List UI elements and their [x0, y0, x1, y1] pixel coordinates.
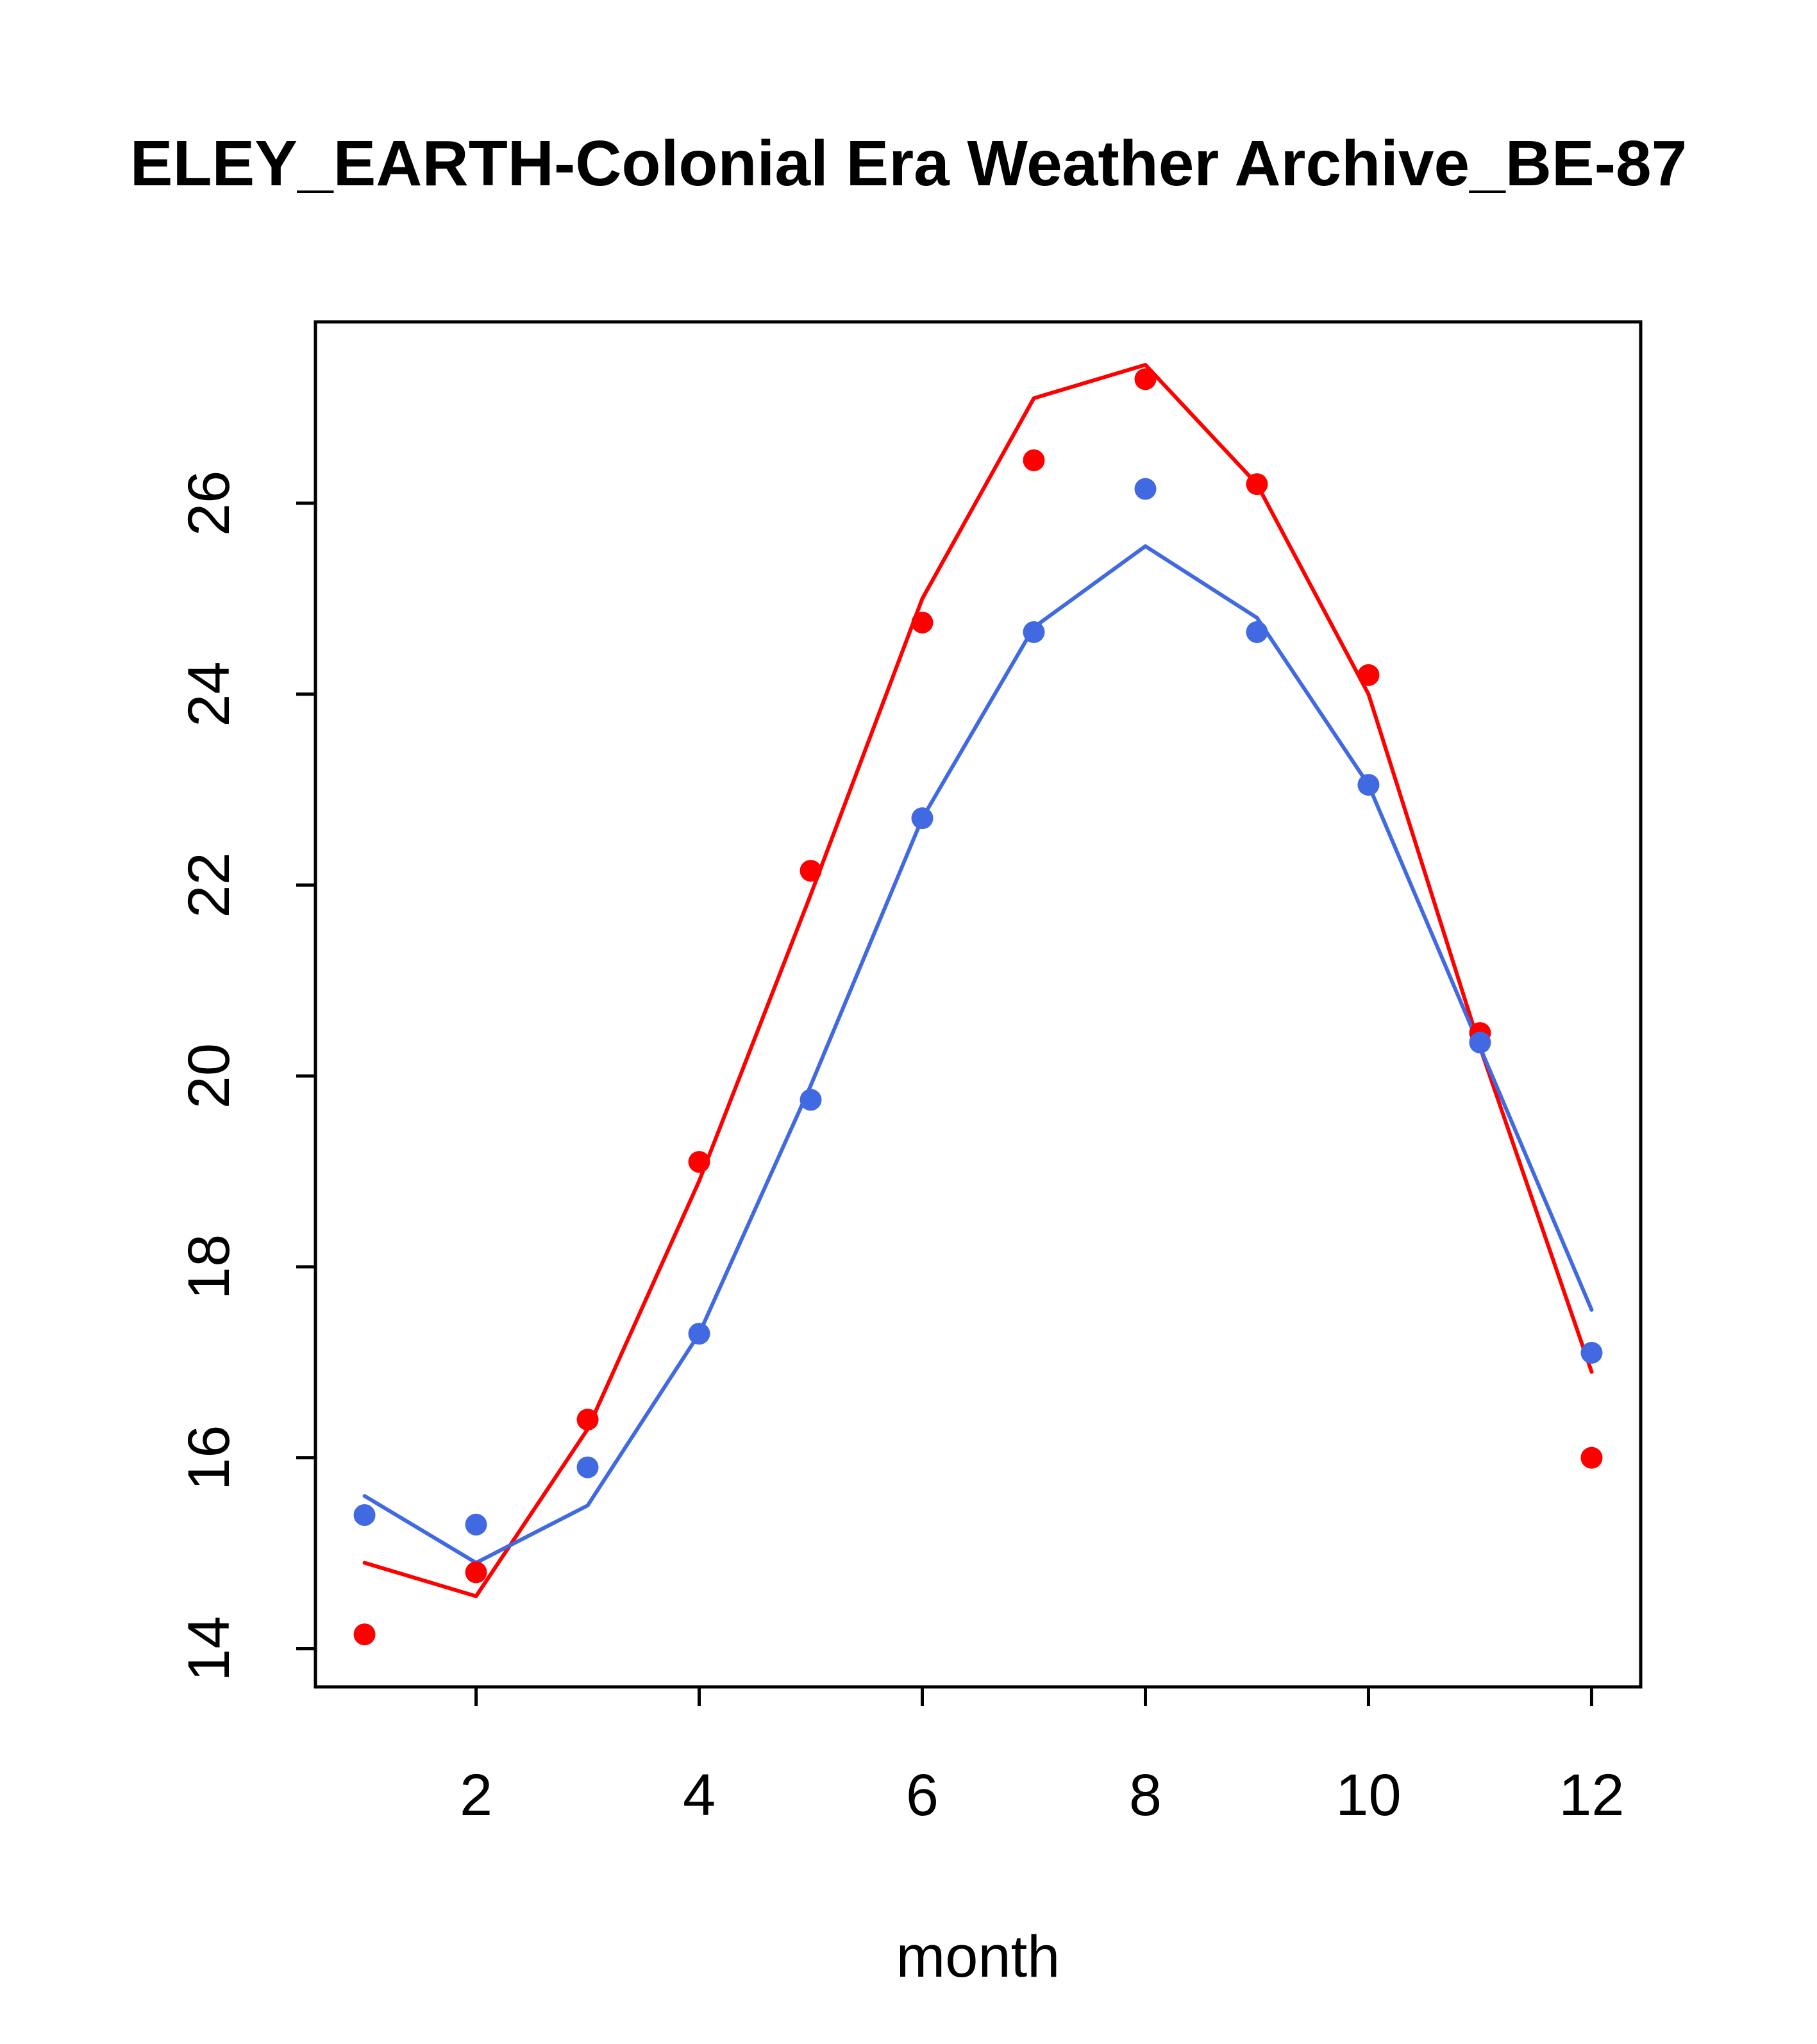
blue-points-marker — [576, 1456, 599, 1479]
x-tick-label: 2 — [460, 1763, 492, 1828]
red-points-marker — [465, 1561, 487, 1584]
x-tick-label: 4 — [683, 1763, 716, 1828]
blue-points-marker — [688, 1323, 710, 1345]
blue-points-marker — [353, 1504, 376, 1527]
x-tick-label: 12 — [1559, 1763, 1624, 1828]
x-tick-label: 6 — [906, 1763, 939, 1828]
y-tick-label: 26 — [176, 471, 242, 536]
red-points-marker — [800, 860, 822, 882]
y-tick-label: 20 — [176, 1043, 242, 1109]
red-points-marker — [911, 611, 934, 633]
y-tick-label: 16 — [176, 1425, 242, 1491]
red-points-marker — [1134, 368, 1157, 390]
blue-points-marker — [465, 1513, 487, 1536]
x-tick-label: 8 — [1129, 1763, 1162, 1828]
chart-title: ELEY_EARTH-Colonial Era Weather Archive_… — [130, 128, 1687, 199]
red-points-marker — [1580, 1446, 1603, 1469]
blue-line-series — [362, 544, 1594, 1565]
x-axis-label: month — [896, 1924, 1060, 1990]
red-points-marker — [1246, 473, 1268, 496]
red-points-marker — [688, 1151, 710, 1173]
red-points-marker — [1357, 664, 1380, 686]
plot-box — [314, 320, 1643, 1689]
red-points-marker — [353, 1623, 376, 1646]
blue-points-marker — [800, 1089, 822, 1111]
blue-points-marker — [1246, 621, 1268, 643]
blue-points-marker — [1469, 1032, 1491, 1054]
blue-points-marker — [1357, 774, 1380, 796]
x-tick-label: 10 — [1336, 1763, 1401, 1828]
blue-points-marker — [1134, 478, 1157, 500]
blue-points-marker — [911, 807, 934, 830]
y-tick-label: 24 — [176, 661, 242, 726]
y-tick-label: 18 — [176, 1234, 242, 1300]
red-points-marker — [1023, 449, 1045, 471]
red-points-marker — [576, 1409, 599, 1431]
blue-points-marker — [1023, 621, 1045, 643]
y-tick-label: 22 — [176, 852, 242, 917]
red-line-series — [362, 362, 1594, 1598]
blue-points-marker — [1580, 1341, 1603, 1364]
y-tick-label: 14 — [176, 1616, 242, 1681]
